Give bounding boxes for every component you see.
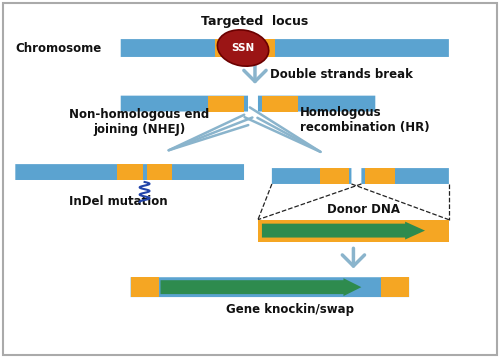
Bar — [262, 96, 298, 112]
Text: InDel mutation: InDel mutation — [69, 195, 168, 208]
Bar — [130, 277, 158, 297]
FancyBboxPatch shape — [16, 164, 244, 180]
Text: Homologous
recombination (HR): Homologous recombination (HR) — [300, 106, 430, 135]
FancyBboxPatch shape — [362, 168, 449, 184]
Bar — [215, 39, 243, 57]
Bar — [258, 220, 449, 242]
FancyBboxPatch shape — [120, 96, 248, 112]
Text: Chromosome: Chromosome — [16, 42, 102, 54]
FancyArrow shape — [262, 222, 425, 240]
Bar — [320, 168, 350, 184]
Text: Donor DNA: Donor DNA — [327, 203, 400, 216]
Text: Double strands break: Double strands break — [270, 68, 413, 81]
Bar — [366, 168, 395, 184]
Bar — [116, 164, 142, 180]
FancyBboxPatch shape — [130, 277, 409, 297]
Text: Targeted  locus: Targeted locus — [202, 15, 308, 28]
Bar — [382, 277, 409, 297]
FancyBboxPatch shape — [120, 39, 449, 57]
Bar — [146, 164, 172, 180]
Bar — [208, 96, 244, 112]
FancyBboxPatch shape — [272, 168, 351, 184]
Text: SSN: SSN — [232, 43, 254, 53]
Bar — [247, 39, 275, 57]
Ellipse shape — [218, 30, 268, 66]
FancyArrow shape — [160, 278, 362, 296]
FancyBboxPatch shape — [258, 96, 376, 112]
Text: Gene knockin/swap: Gene knockin/swap — [226, 303, 354, 316]
Text: Non-homologous end
joining (NHEJ): Non-homologous end joining (NHEJ) — [69, 108, 210, 136]
